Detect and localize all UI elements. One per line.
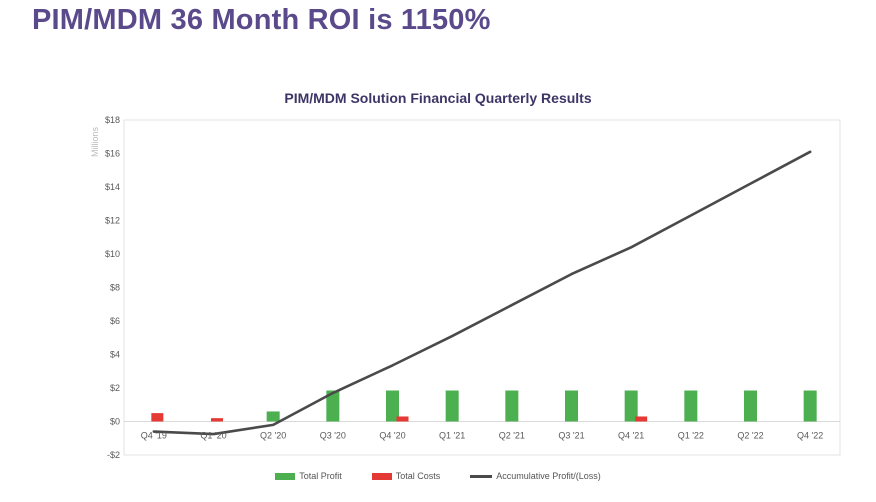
y-tick-label: $2 xyxy=(110,383,120,393)
x-tick-label: Q3 '21 xyxy=(558,431,584,441)
legend-swatch-total-costs xyxy=(371,472,392,480)
y-tick-label: $12 xyxy=(105,216,120,226)
legend-swatch-accumulative xyxy=(470,474,493,478)
x-axis-ticks: Q4 '19 Q1 '20 Q2 '20 Q3 '20 Q4 '20 Q1 '21 Q2 '… xyxy=(141,431,824,441)
x-tick-label: Q4 '21 xyxy=(618,431,644,441)
x-tick-label: Q4 '19 xyxy=(141,431,167,441)
y-tick-label: $10 xyxy=(105,249,120,259)
y-tick-label: $16 xyxy=(105,149,120,159)
legend: Total Profit Total Costs Accumulative Pr… xyxy=(0,471,876,481)
legend-item-total-costs: Total Costs xyxy=(371,471,441,481)
bar-total-profit-q1-21 xyxy=(445,390,459,422)
bar-total-profit-q2-22 xyxy=(744,390,757,422)
bar-total-profit-q4-21 xyxy=(624,390,638,422)
legend-swatch-total-profit xyxy=(275,472,296,480)
bar-total-costs-q4-20 xyxy=(396,416,409,422)
x-tick-label: Q4 '20 xyxy=(379,431,405,441)
slide-title: PIM/MDM 36 Month ROI is 1150% xyxy=(32,4,491,36)
x-tick-label: Q2 '21 xyxy=(499,431,525,441)
bar-total-profit-q2-20 xyxy=(266,411,280,422)
y-tick-label: -$2 xyxy=(107,450,120,460)
bar-total-profit-q4-20 xyxy=(386,390,399,422)
y-axis-label: Millions xyxy=(90,127,100,158)
y-tick-label: $6 xyxy=(110,316,120,326)
y-tick-label: $18 xyxy=(105,115,120,125)
line-accumulative-profit-loss xyxy=(152,150,812,436)
y-axis-ticks: -$2 $0 $2 $4 $6 $8 $10 $12 $14 $16 $18 xyxy=(105,115,120,460)
x-tick-label: Q4 '22 xyxy=(797,431,823,441)
x-tick-label: Q3 '20 xyxy=(320,431,346,441)
legend-item-total-profit: Total Profit xyxy=(275,471,342,481)
x-tick-label: Q2 '20 xyxy=(260,431,286,441)
bar-total-profit-q2-21 xyxy=(505,390,519,422)
x-tick-label: Q1 '21 xyxy=(439,431,465,441)
x-tick-label: Q2 '22 xyxy=(737,431,763,441)
chart-title: PIM/MDM Solution Financial Quarterly Res… xyxy=(284,90,592,106)
y-tick-label: $4 xyxy=(110,350,120,360)
plot-frame xyxy=(123,119,841,456)
bar-total-costs-q4-21 xyxy=(635,416,648,422)
legend-label-total-profit: Total Profit xyxy=(299,471,342,481)
x-tick-label: Q1 '20 xyxy=(200,431,226,441)
y-tick-label: $0 xyxy=(110,417,120,427)
bar-total-profit-q1-22 xyxy=(684,390,698,422)
legend-item-accumulative: Accumulative Profit/(Loss) xyxy=(470,471,601,481)
bar-total-profit-q3-21 xyxy=(565,390,578,422)
bars-group xyxy=(151,390,817,422)
bar-total-costs-q1-20 xyxy=(211,418,223,422)
x-tick-label: Q1 '22 xyxy=(678,431,704,441)
legend-label-accumulative: Accumulative Profit/(Loss) xyxy=(496,471,601,481)
y-tick-label: $8 xyxy=(110,283,120,293)
legend-label-total-costs: Total Costs xyxy=(395,471,441,481)
y-tick-label: $14 xyxy=(105,182,120,192)
bar-total-costs-q4-19 xyxy=(151,413,164,422)
line-series-group xyxy=(152,150,812,436)
bar-total-profit-q4-22 xyxy=(803,390,817,422)
bar-total-profit-q3-20 xyxy=(326,390,340,422)
